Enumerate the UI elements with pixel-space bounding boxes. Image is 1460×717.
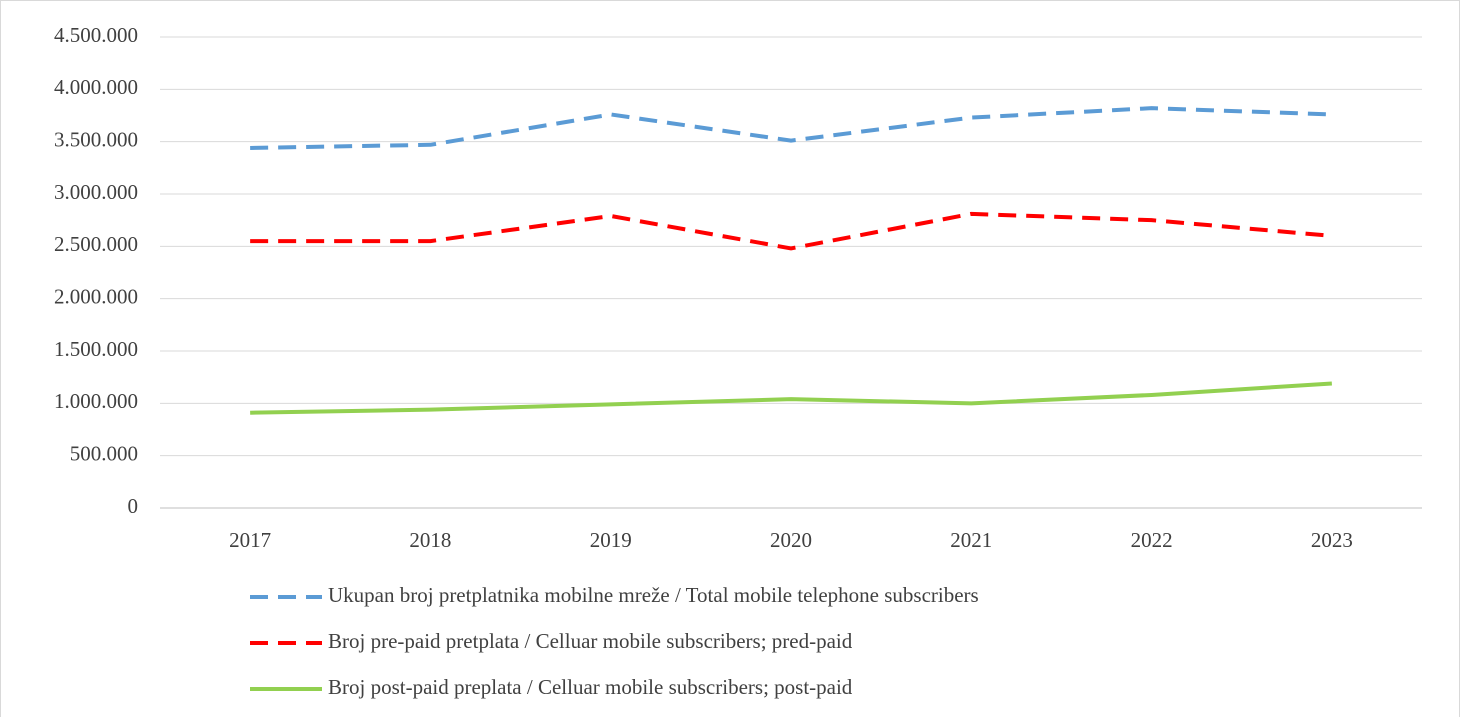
y-tick-label: 4.500.000 [54,23,138,47]
x-tick-label: 2023 [1311,528,1353,552]
x-tick-label: 2017 [229,528,271,552]
y-tick-label: 500.000 [70,441,138,465]
x-tick-label: 2020 [770,528,812,552]
x-tick-label: 2019 [590,528,632,552]
y-tick-label: 3.000.000 [54,180,138,204]
y-tick-label: 0 [128,494,139,518]
legend-label: Broj post-paid preplata / Celluar mobile… [328,675,853,699]
legend-label: Broj pre-paid pretplata / Celluar mobile… [328,629,853,653]
y-tick-label: 2.000.000 [54,284,138,308]
y-tick-label: 1.500.000 [54,337,138,361]
series-line [250,211,1333,251]
y-tick-label: 2.500.000 [54,232,138,256]
x-tick-label: 2022 [1131,528,1173,552]
y-tick-label: 1.000.000 [54,389,138,413]
x-tick-label: 2018 [409,528,451,552]
x-tick-label: 2021 [950,528,992,552]
legend-label: Ukupan broj pretplatnika mobilne mreže /… [328,583,979,607]
series-line [250,106,1332,150]
y-tick-label: 4.000.000 [54,75,138,99]
series-line [250,381,1332,415]
y-tick-label: 3.500.000 [54,127,138,151]
